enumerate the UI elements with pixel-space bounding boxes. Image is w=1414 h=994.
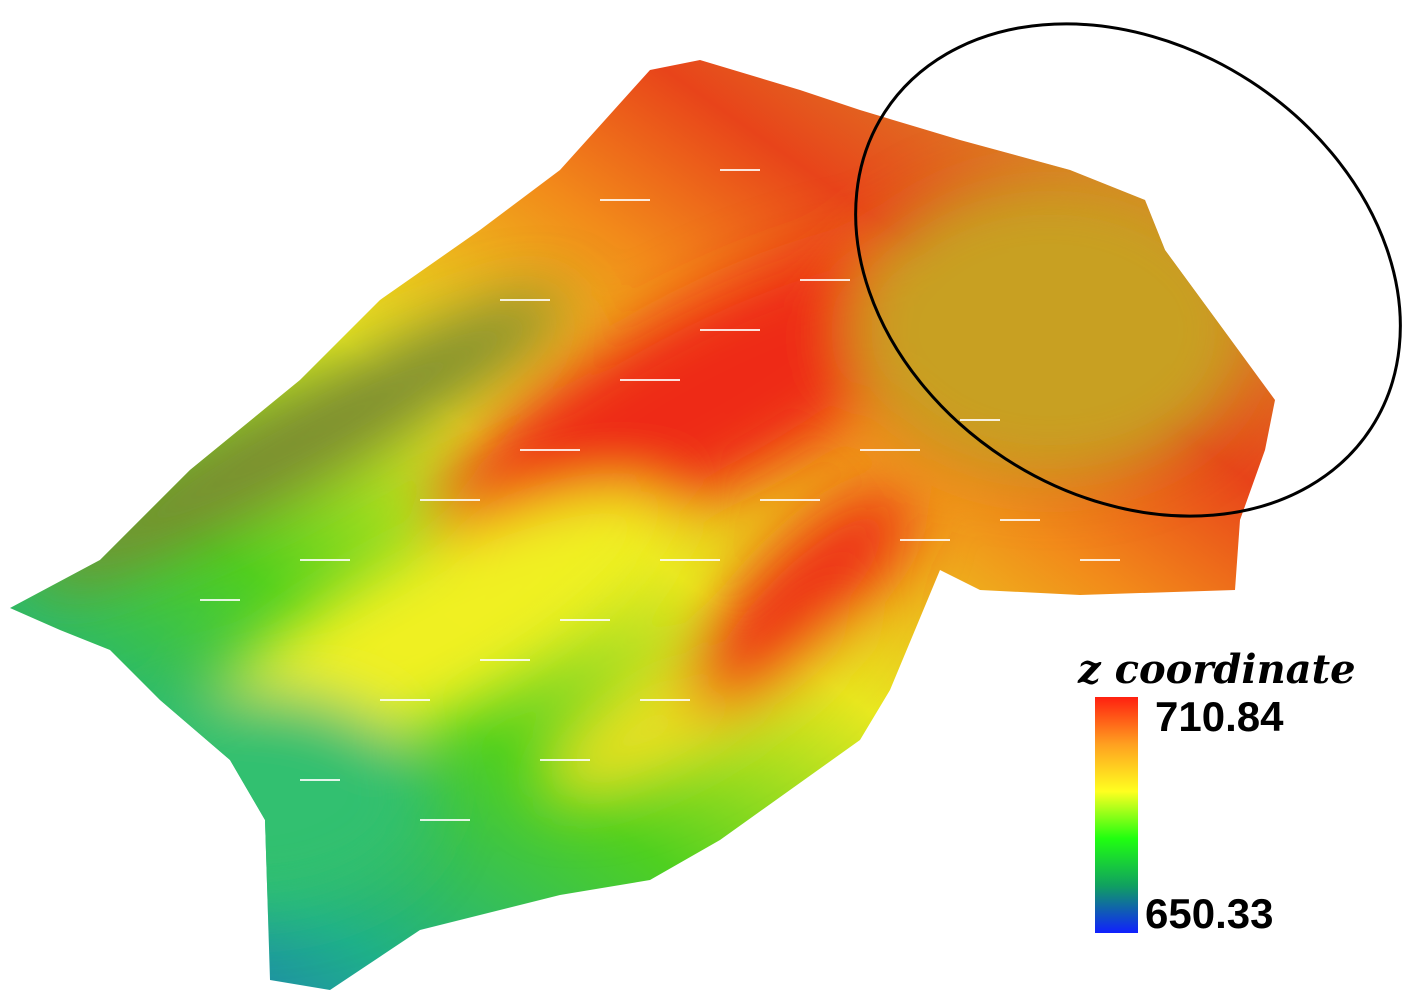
terrain [0,0,1414,994]
colorbar-max: 710.84 [1155,693,1284,740]
terrain-render: z coordinate 710.84 650.33 [0,0,1414,994]
colorbar-title: z coordinate [1077,646,1356,693]
colorbar-min: 650.33 [1145,890,1273,937]
figure: z coordinate 710.84 650.33 [0,0,1414,994]
colorbar [1095,697,1138,933]
